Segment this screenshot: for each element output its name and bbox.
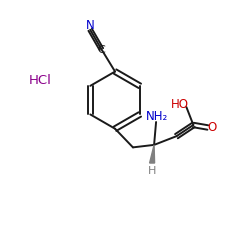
Text: HO: HO <box>170 98 188 110</box>
Text: H: H <box>148 166 156 176</box>
Polygon shape <box>150 145 154 163</box>
Text: HCl: HCl <box>29 74 52 87</box>
Text: C: C <box>98 45 105 55</box>
Text: NH₂: NH₂ <box>146 110 168 123</box>
Text: O: O <box>208 121 217 134</box>
Text: N: N <box>86 19 94 32</box>
